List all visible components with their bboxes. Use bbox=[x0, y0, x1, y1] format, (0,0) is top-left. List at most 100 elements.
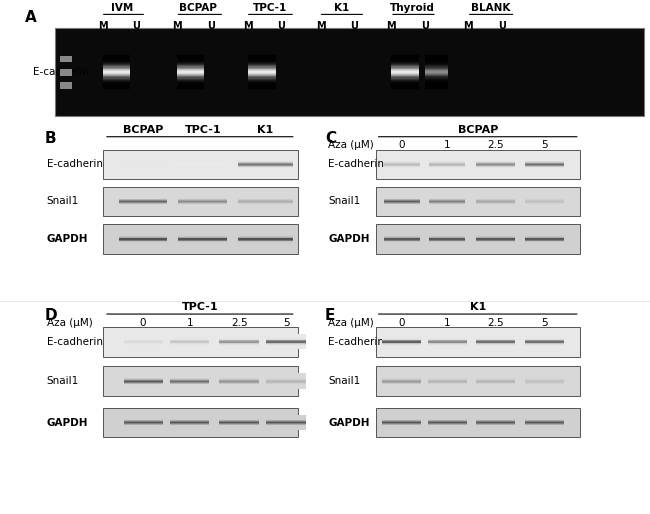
Bar bbox=[525, 203, 564, 204]
Bar bbox=[391, 57, 419, 59]
Bar bbox=[384, 196, 420, 197]
Bar bbox=[177, 80, 204, 82]
Bar bbox=[178, 157, 228, 158]
Bar bbox=[428, 346, 467, 348]
Bar bbox=[428, 335, 467, 336]
Bar bbox=[384, 235, 420, 236]
Text: E: E bbox=[325, 308, 335, 323]
Bar bbox=[118, 231, 168, 232]
Bar bbox=[428, 382, 467, 383]
Bar bbox=[238, 208, 292, 209]
Bar bbox=[476, 168, 515, 169]
Bar bbox=[118, 199, 168, 201]
Bar bbox=[476, 346, 515, 348]
Bar bbox=[425, 55, 448, 57]
Bar bbox=[382, 420, 421, 422]
Bar bbox=[384, 240, 420, 241]
Bar bbox=[384, 231, 420, 232]
Bar bbox=[178, 159, 228, 161]
Bar bbox=[428, 343, 467, 344]
Text: BCPAP: BCPAP bbox=[179, 4, 217, 13]
Bar bbox=[178, 208, 228, 209]
Bar bbox=[266, 334, 306, 335]
Bar bbox=[429, 157, 465, 158]
Bar bbox=[103, 79, 130, 81]
Bar bbox=[384, 241, 420, 242]
Bar bbox=[238, 168, 292, 169]
Bar bbox=[476, 341, 515, 342]
Bar bbox=[384, 206, 420, 208]
Bar bbox=[391, 76, 419, 78]
Bar bbox=[382, 416, 421, 417]
Bar bbox=[219, 387, 259, 388]
Bar bbox=[525, 377, 564, 378]
Bar bbox=[118, 195, 168, 196]
Bar bbox=[266, 388, 306, 389]
Bar bbox=[391, 68, 419, 70]
Bar bbox=[266, 338, 306, 339]
Bar bbox=[428, 345, 467, 346]
Bar bbox=[118, 196, 168, 198]
Bar bbox=[525, 205, 564, 206]
Bar bbox=[382, 373, 421, 375]
Bar bbox=[266, 343, 306, 344]
Bar bbox=[170, 346, 209, 347]
Bar bbox=[248, 57, 276, 59]
Bar bbox=[248, 85, 276, 86]
Bar bbox=[384, 164, 420, 165]
Text: M: M bbox=[172, 21, 181, 30]
Bar bbox=[178, 194, 228, 195]
Bar bbox=[177, 79, 204, 81]
Bar bbox=[103, 327, 298, 357]
Bar bbox=[266, 341, 306, 342]
Text: IVM: IVM bbox=[111, 4, 133, 13]
Bar bbox=[177, 67, 204, 69]
Bar bbox=[266, 346, 306, 347]
Bar bbox=[476, 245, 515, 246]
Bar bbox=[525, 336, 564, 337]
Bar bbox=[384, 166, 420, 167]
Bar bbox=[266, 424, 306, 426]
Bar bbox=[118, 208, 168, 209]
Bar bbox=[124, 378, 162, 379]
Bar bbox=[124, 384, 162, 386]
Bar bbox=[238, 235, 292, 236]
Bar bbox=[248, 86, 276, 87]
Bar bbox=[429, 171, 465, 172]
Bar bbox=[266, 335, 306, 336]
Bar bbox=[178, 244, 228, 245]
Bar bbox=[170, 420, 209, 421]
Bar bbox=[525, 166, 564, 167]
Bar bbox=[219, 341, 259, 342]
Bar bbox=[177, 81, 204, 83]
Bar bbox=[178, 241, 228, 242]
Bar bbox=[525, 387, 564, 388]
Bar bbox=[170, 427, 209, 428]
Bar bbox=[525, 346, 564, 347]
Bar bbox=[178, 199, 228, 201]
Text: M: M bbox=[98, 21, 107, 30]
Bar bbox=[238, 167, 292, 168]
Bar bbox=[429, 194, 465, 195]
Bar bbox=[391, 75, 419, 77]
Text: BCPAP: BCPAP bbox=[458, 125, 498, 135]
Bar bbox=[178, 235, 228, 237]
Bar bbox=[238, 199, 292, 200]
Bar bbox=[266, 382, 306, 383]
Bar bbox=[118, 164, 168, 166]
Bar bbox=[170, 380, 209, 381]
Bar bbox=[476, 163, 515, 164]
Bar bbox=[103, 81, 130, 83]
Bar bbox=[384, 237, 420, 238]
Bar bbox=[429, 169, 465, 170]
Bar bbox=[178, 170, 228, 171]
Bar bbox=[118, 244, 168, 245]
Bar bbox=[476, 383, 515, 384]
Bar bbox=[391, 62, 419, 63]
Bar bbox=[103, 67, 130, 69]
Bar bbox=[238, 245, 292, 246]
Bar bbox=[118, 238, 168, 239]
Bar bbox=[170, 347, 209, 348]
Bar bbox=[525, 236, 564, 237]
Bar bbox=[118, 237, 168, 238]
